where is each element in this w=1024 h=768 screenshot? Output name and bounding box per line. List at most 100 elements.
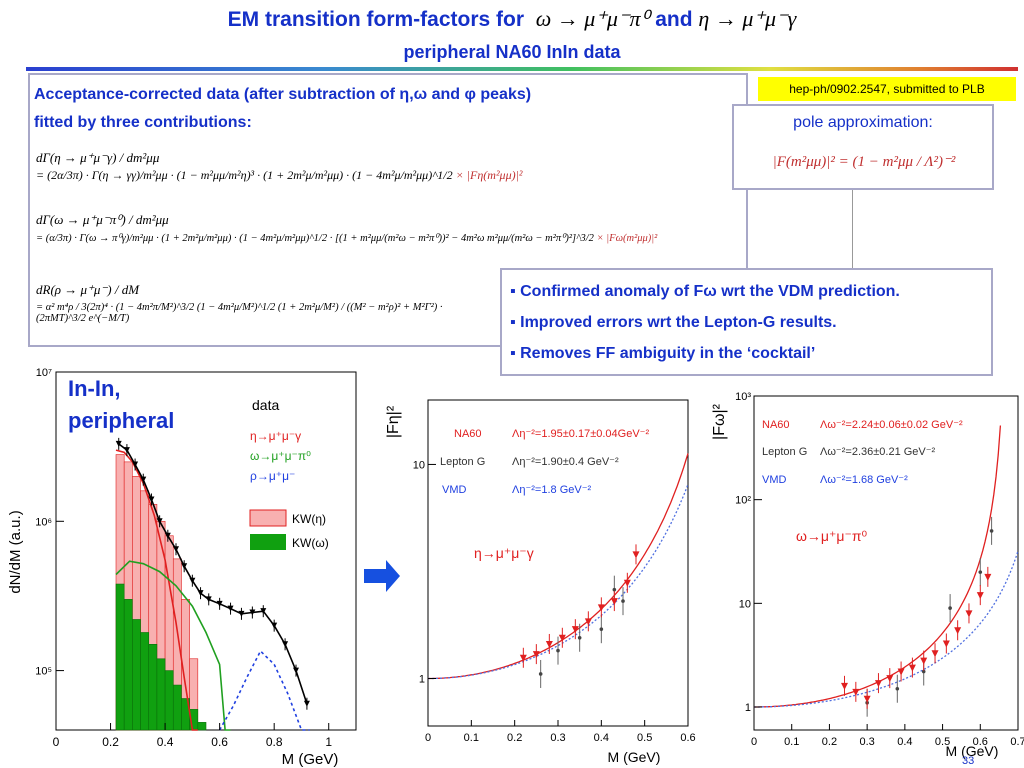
leptong-point [599,627,604,631]
x-axis-label: M (GeV) [282,751,339,768]
data-point [249,609,256,616]
header-rule [26,67,1018,71]
x-tick-label: 0.4 [594,732,609,744]
y-tick-label: 10² [735,495,751,507]
data-point [293,667,299,674]
vmd-curve [754,550,1019,708]
data-point [303,700,310,707]
formula-box [28,73,748,347]
na60-point [597,604,605,612]
legend-vmd: VMD [762,474,787,486]
legend-vmd-value: Λη⁻²=1.8 GeV⁻² [512,484,592,496]
kw-omega-bar [197,722,207,731]
na60-point [610,598,618,606]
leptong-point [577,635,582,640]
na60-point [908,664,916,672]
plot-frame [753,395,1019,731]
y-tick-label: 10⁷ [36,367,52,379]
na60-point [571,626,579,634]
legend-na60: NA60 [454,428,482,440]
legend-kw-omega: KW(ω) [292,536,329,550]
omega-form-factor-chart: 0 0.1 0.2 0.3 0.4 0.5 0.6 0.7 1 10 10² 10³ NA60 Λω⁻… [711,392,1024,767]
x-tick-label: 0.4 [157,735,174,749]
data-point [238,610,245,617]
eq-rho-lhs: dR(ρ → μ⁺μ⁻) / dM [36,282,140,297]
vmd-curve [428,484,689,680]
plot-frame [55,371,357,731]
na60-point [931,650,939,658]
eq-omega-rhs: = (α/3π) · Γ(ω → π⁰γ)/m²μμ · (1 + 2m²μ/m… [36,233,594,244]
y-tick-label: 10⁶ [35,516,52,528]
data-point [197,590,204,597]
connector-line [852,190,853,270]
y-tick-label: 1 [419,674,425,686]
y-axis-label: |Fω|² [711,403,728,440]
na60-point [545,640,553,648]
data-point [181,563,188,570]
y-tick-label: 10 [739,598,751,610]
y-axis-label: dN/dM (a.u.) [7,510,24,593]
data-point [132,461,139,468]
leptong-point [621,599,625,603]
eta-curve [115,449,198,731]
na60-point [584,618,592,626]
legend-rho: ρ→μ⁺μ⁻ [250,469,295,483]
x-tick-label: 0 [751,736,757,748]
na60-point [976,592,984,600]
eq-rho-rhs: = α² m⁴ρ / 3(2π)⁴ · (1 − 4m²π/M²)^3/2 (1… [36,302,443,324]
kw-omega-bar [148,644,158,731]
y-tick-label: 10 [413,459,425,471]
leptong-point [921,669,926,674]
legend-omega: ω→μ⁺μ⁻π⁰ [250,449,311,463]
legend-data: data [252,397,279,413]
data-point [282,641,289,648]
kw-omega-bar [172,684,182,731]
x-tick-label: 0.1 [784,736,799,748]
x-tick-label: 0.5 [935,736,950,748]
x-tick-label: 0.6 [973,736,988,748]
na60-point [920,657,928,665]
legend-leptong-value: Λω⁻²=2.36±0.21 GeV⁻² [820,446,936,458]
kw-omega-bar [156,658,166,731]
page-number: 33 [962,755,974,767]
bullet-2: ▪ Improved errors wrt the Lepton-G resul… [510,314,837,331]
leptong-point [556,648,560,653]
na60-point [532,651,540,659]
leptong-point [538,672,543,676]
x-tick-label: 0.3 [550,732,565,744]
mass-spectrum-chart: 0 0.2 0.4 0.6 0.8 1 10⁵ 10⁶ 10⁷ In-In, periphera… [7,367,357,768]
slide-title: EM transition form-factors for ω → μ⁺μ⁻π… [0,6,1024,32]
x-tick-label: 0.7 [1010,736,1024,748]
data-point [227,605,234,612]
legend-kw-omega-swatch [250,534,286,550]
na60-point [965,610,973,618]
arrow-right-icon [364,560,400,592]
equation-eta-rhs: = (2α/3π) · Γ(η → γγ)/m²μμ · (1 − m²μμ/m… [36,168,523,183]
na60-point [558,634,566,642]
kw-omega-bar [123,599,133,731]
leptong-point [989,529,994,533]
legend-na60: NA60 [762,419,790,431]
equation-rho-rhs: = α² m⁴ρ / 3(2π)⁴ · (1 − 4m²π/M²)^3/2 (1… [36,302,486,324]
leptong-point [612,587,617,592]
plot-frame [427,399,689,727]
na60-point [632,551,640,559]
title-formula-omega: ω → μ⁺μ⁻π⁰ [535,6,650,31]
legend-leptong: Lepton G [762,446,807,458]
formula-heading-2: fitted by three contributions: [34,114,252,131]
rho-curve [218,649,310,731]
eq-eta-lhs: dΓ(η → μ⁺μ⁻γ) / dm²μμ [36,150,160,165]
kw-omega-bar [164,670,174,731]
eq-omega-ff: × |Fω(m²μμ)|² [596,233,658,244]
annotation-line-2: peripheral [68,408,174,433]
pole-box [732,104,994,190]
x-tick-label: 0.8 [266,735,283,749]
na60-point [519,654,527,662]
data-point [164,532,171,539]
na60-point [942,640,950,648]
kw-omega-bar [132,619,141,731]
legend-kw-eta-swatch [249,509,287,527]
eta-form-factor-chart: 0 0.1 0.2 0.3 0.4 0.5 0.6 1 10 NA60 Λη⁻²=1.95±0.… [385,399,696,765]
data-point [123,447,130,454]
reaction-label: η→μ⁺μ⁻γ [474,545,534,561]
